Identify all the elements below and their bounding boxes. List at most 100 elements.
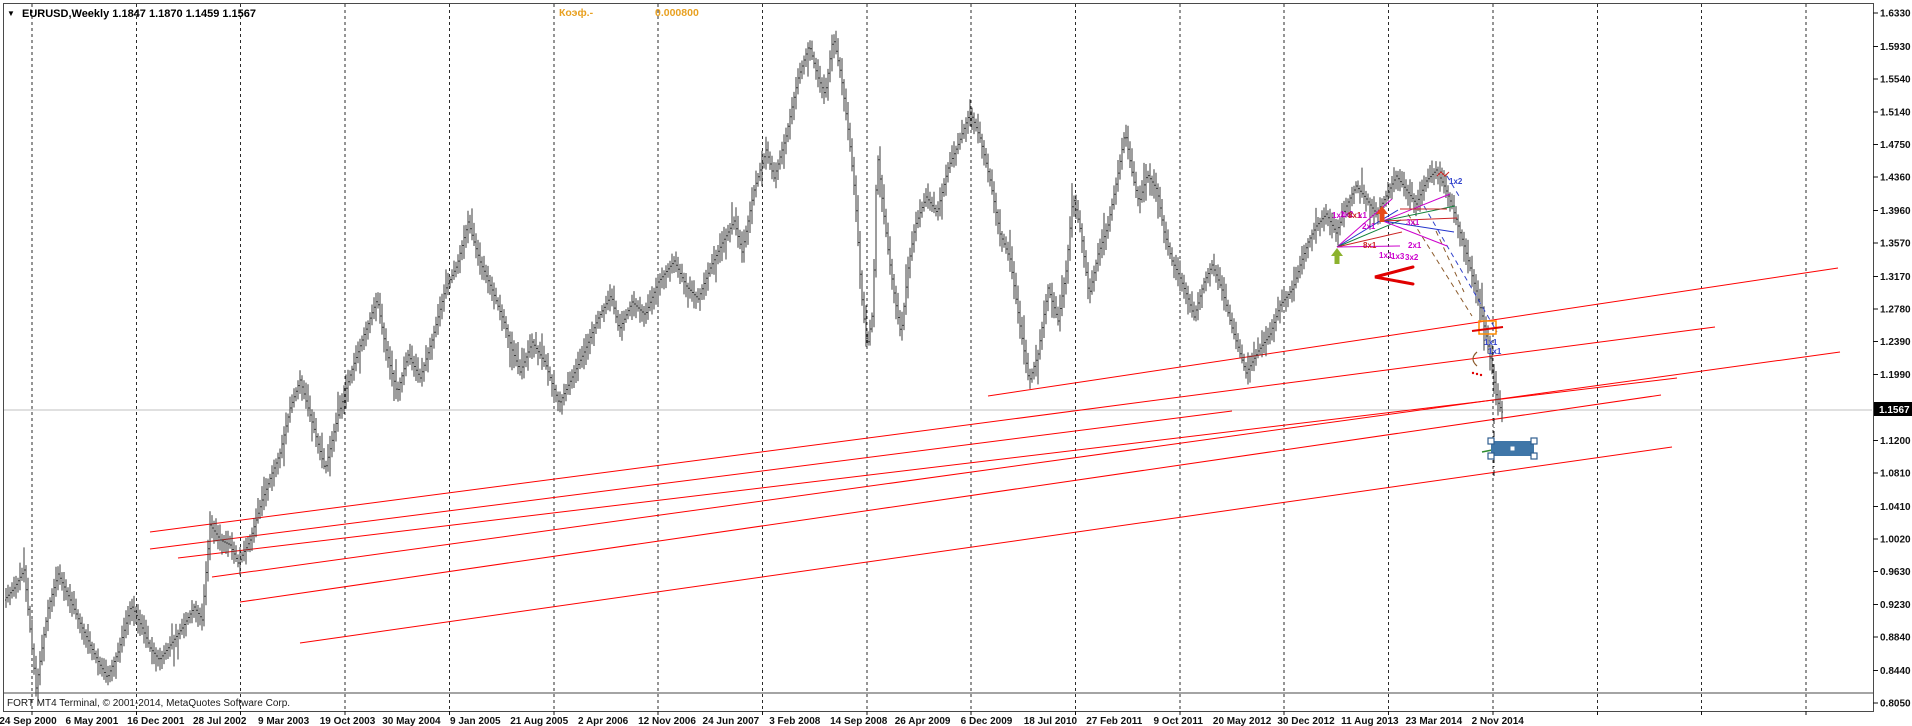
time-axis-label: 19 Oct 2003 xyxy=(320,716,376,726)
time-axis-label: 2 Nov 2014 xyxy=(1472,716,1525,726)
gann-fan-label: 1x2 xyxy=(1340,210,1354,219)
time-axis-label: 20 May 2012 xyxy=(1213,716,1272,726)
selection-handle[interactable] xyxy=(1487,452,1495,460)
time-axis-label: 11 Aug 2013 xyxy=(1341,716,1399,726)
gann-fan-label: 3x2 xyxy=(1405,253,1419,262)
time-axis-label: 21 Aug 2005 xyxy=(510,716,568,726)
gann-fan-label: 1x1 xyxy=(1379,251,1393,260)
time-axis-label: 27 Feb 2011 xyxy=(1086,716,1143,726)
time-axis-label: 14 Sep 2008 xyxy=(830,716,888,726)
price-axis-label: 1.0020 xyxy=(1880,534,1911,545)
red-trendline[interactable] xyxy=(987,267,1839,397)
gann-fan-label: 8x1 xyxy=(1348,211,1362,220)
selection-handle[interactable] xyxy=(1530,437,1538,445)
gann-fan-line[interactable] xyxy=(1336,245,1401,248)
time-axis-label: 30 Dec 2012 xyxy=(1277,716,1335,726)
time-axis-label: 26 Apr 2009 xyxy=(895,716,951,726)
green-up-arrow[interactable] xyxy=(1331,248,1343,264)
gann-fan-label: 1x2 xyxy=(1449,177,1463,186)
indicator-coef-label: Коэф.- xyxy=(559,7,594,19)
gann-fan-label: 1x4 xyxy=(1332,211,1346,220)
red-tick-segment xyxy=(1471,326,1504,332)
price-axis-label: 1.4750 xyxy=(1880,140,1911,151)
price-axis-label: 1.5540 xyxy=(1880,74,1911,85)
price-axis-label: 1.2780 xyxy=(1880,304,1911,315)
time-axis-label: 9 Mar 2003 xyxy=(258,716,310,726)
red-dot-mark xyxy=(1475,372,1479,376)
gann-fan-line[interactable] xyxy=(1336,219,1402,248)
price-axis-label: 1.4360 xyxy=(1880,173,1911,184)
gann-fan-line[interactable] xyxy=(1382,220,1448,247)
price-axis-label: 1.3960 xyxy=(1880,206,1911,217)
price-axis-label: 0.9630 xyxy=(1880,567,1911,578)
red-chevron-marker[interactable] xyxy=(1374,265,1415,286)
gann-fan-line[interactable] xyxy=(1336,198,1393,248)
gann-fan-label: 1x3 xyxy=(1391,252,1405,261)
collapse-chart-icon[interactable]: ▼ xyxy=(7,9,15,18)
time-axis-label: 3 Feb 2008 xyxy=(769,716,821,726)
selection-handle[interactable] xyxy=(1530,452,1538,460)
price-axis-label: 1.5930 xyxy=(1880,42,1911,53)
red-trendline[interactable] xyxy=(239,394,1662,603)
gann-fan-label: 1x1 xyxy=(1488,347,1502,356)
red-trendline[interactable] xyxy=(149,410,1233,550)
chart-title-ohlc: EURUSD,Weekly 1.1847 1.1870 1.1459 1.156… xyxy=(22,8,256,20)
gann-fan-line[interactable] xyxy=(1336,209,1399,248)
price-axis-label: 0.8840 xyxy=(1880,633,1911,644)
indicator-coef-value: 0.000800 xyxy=(655,7,699,19)
price-axis-label: 0.8440 xyxy=(1880,666,1911,677)
time-axis-label: 12 Nov 2006 xyxy=(638,716,696,726)
price-axis-label: 0.9230 xyxy=(1880,600,1911,611)
gann-fan-label: 2x1 xyxy=(1362,222,1376,231)
time-axis-label: 18 Jul 2010 xyxy=(1024,716,1078,726)
current-price-badge: 1.1567 xyxy=(1874,402,1912,416)
time-axis-label: 6 Dec 2009 xyxy=(961,716,1013,726)
price-axis-label: 1.3170 xyxy=(1880,272,1911,283)
time-axis-label: 30 May 2004 xyxy=(382,716,441,726)
selection-center-handle[interactable] xyxy=(1510,446,1515,451)
price-axis-label: 1.2390 xyxy=(1880,337,1911,348)
red-trendline[interactable] xyxy=(177,377,1678,559)
price-axis-label: 0.8050 xyxy=(1880,698,1911,709)
price-axis-label: 1.6330 xyxy=(1880,9,1911,20)
price-axis-label: 1.3570 xyxy=(1880,238,1911,249)
gann-fan-line[interactable] xyxy=(1336,231,1403,248)
selection-handle[interactable] xyxy=(1487,437,1495,445)
price-axis-label: 1.0410 xyxy=(1880,502,1911,513)
red-trendline[interactable] xyxy=(299,446,1673,644)
time-axis-label: 6 May 2001 xyxy=(65,716,118,726)
time-axis-label: 24 Sep 2000 xyxy=(0,716,57,726)
red-trendline[interactable] xyxy=(149,326,1716,533)
time-axis-label: 2 Apr 2006 xyxy=(578,716,629,726)
red-zigzag-mark xyxy=(1436,171,1450,177)
price-bars xyxy=(5,30,1503,706)
time-axis-label: 9 Oct 2011 xyxy=(1153,716,1203,726)
price-bar-open-close-ticks xyxy=(5,41,1503,689)
gann-fan-line[interactable] xyxy=(1382,193,1451,222)
time-axis-label: 24 Jun 2007 xyxy=(703,716,760,726)
brown-curl-mark xyxy=(1472,351,1478,367)
red-dot-mark xyxy=(1479,373,1483,377)
gann-fan-label: 1x1 xyxy=(1484,338,1498,347)
dashed-trendline[interactable] xyxy=(1423,205,1498,333)
time-axis-label: 28 Jul 2002 xyxy=(193,716,247,726)
gann-fan-line[interactable] xyxy=(1382,217,1458,222)
price-axis-label: 1.1200 xyxy=(1880,436,1911,447)
dashed-trendline[interactable] xyxy=(1407,213,1473,317)
gann-fan-line[interactable] xyxy=(1382,220,1455,233)
gann-fan-label: 2x1 xyxy=(1408,241,1422,250)
red-trendline[interactable] xyxy=(211,351,1841,578)
time-axis-label: 9 Jan 2005 xyxy=(450,716,501,726)
orange-up-arrow[interactable] xyxy=(1376,206,1388,222)
dashed-trendline[interactable] xyxy=(1446,175,1460,197)
gann-fan-label: x1 xyxy=(1358,211,1367,220)
time-axis-label: 16 Dec 2001 xyxy=(127,716,185,726)
dashed-trendline[interactable] xyxy=(1435,230,1465,293)
plot-border xyxy=(3,3,1874,712)
time-axis-label: 23 Mar 2014 xyxy=(1405,716,1462,726)
gann-fan-label: 8x1 xyxy=(1363,241,1377,250)
current-price-badge-text: 1.1567 xyxy=(1879,405,1910,416)
price-axis-label: 1.1990 xyxy=(1880,370,1911,381)
